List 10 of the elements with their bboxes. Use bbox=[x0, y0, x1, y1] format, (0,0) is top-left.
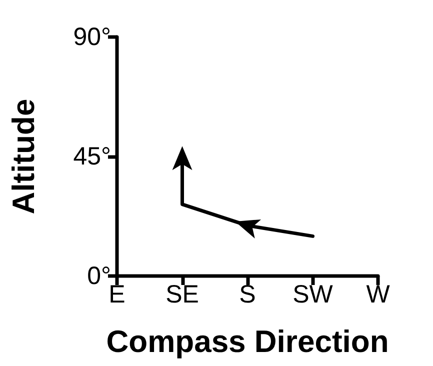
x-tick-label: SE bbox=[166, 280, 199, 308]
y-tick-label: 90° bbox=[73, 23, 111, 51]
y-axis-title: Altitude bbox=[6, 98, 41, 214]
y-tick-label: 45° bbox=[73, 142, 111, 170]
y-tick-label: 0° bbox=[87, 262, 111, 290]
x-tick-label: S bbox=[239, 280, 256, 308]
x-axis-title: Compass Direction bbox=[106, 324, 389, 359]
x-tick-label: W bbox=[366, 280, 390, 308]
x-tick-label: SW bbox=[292, 280, 334, 308]
x-tick-label: E bbox=[108, 280, 126, 308]
